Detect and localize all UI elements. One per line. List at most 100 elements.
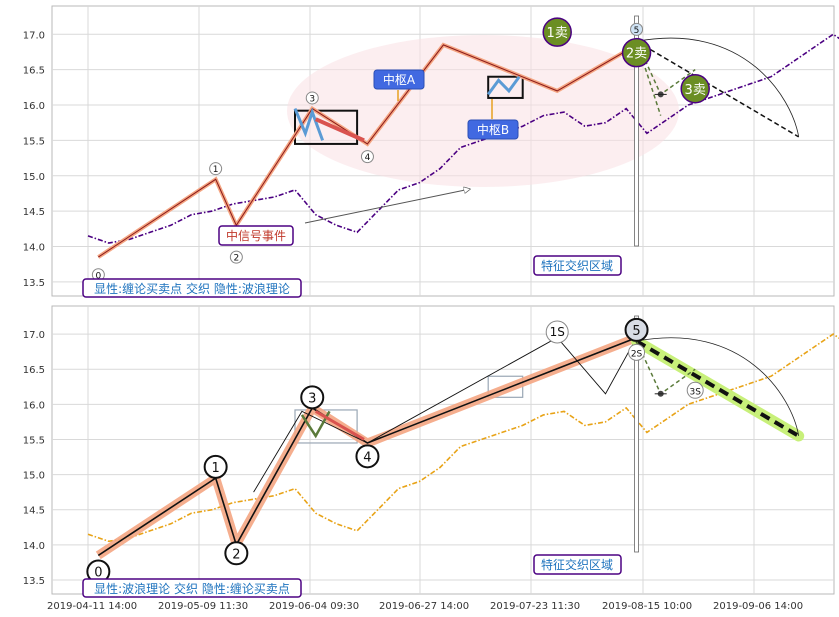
- y-tick-label: 13.5: [23, 576, 45, 587]
- bottom-panel-content: 0 1 2 3 4 5 1S 2S 3S: [86, 315, 839, 584]
- pivot-stroke: [314, 410, 365, 441]
- retrace-line-2: [635, 41, 662, 116]
- x-tick-label: 2019-04-11 14:00: [47, 601, 137, 612]
- y-tick-label: 15.5: [23, 136, 45, 147]
- wave-label-text: 1: [212, 461, 220, 476]
- y-tick-label: 15.5: [23, 435, 45, 446]
- top-caption-box: 显性:缠论买卖点 交织 隐性:波浪理论: [82, 278, 302, 298]
- x-tick-label: 2019-08-15 10:00: [602, 601, 692, 612]
- y-tick-label: 16.5: [23, 66, 45, 77]
- sell-point-circle: [545, 320, 569, 344]
- sell-point-circle: [686, 381, 704, 399]
- bottom-panel-frame: [51, 305, 835, 595]
- pivot-a-stroke: [314, 117, 365, 143]
- feature-zone-marker: [634, 315, 639, 553]
- sell-point-3卖: 3卖: [680, 74, 710, 104]
- x-axis-ticks: 2019-04-11 14:00 2019-05-09 11:30 2019-06-…: [47, 601, 803, 612]
- bottom-caption: 显性:波浪理论 交织 隐性:缠论买卖点: [94, 581, 290, 596]
- forecast-glow: [631, 335, 805, 442]
- y-tick-label: 16.0: [23, 400, 45, 411]
- x-tick-label: 2019-09-06 14:00: [713, 601, 803, 612]
- top-panel-content: 0 1 2 3 4 5 1卖 2卖 3卖: [87, 15, 839, 282]
- wave-label-text: 0: [95, 271, 101, 281]
- y-tick-label: 13.5: [23, 278, 45, 289]
- y-tick-label: 14.5: [23, 506, 45, 517]
- signal-event-label: 中信号事件: [226, 228, 286, 243]
- wave-label-3: 3: [300, 385, 325, 410]
- sell-point-text: 2S: [631, 349, 643, 359]
- top-panel: 13.5 14.0 14.5 15.0 15.5 16.0 16.5 17.0 0 1 2 3 4 5 1…: [23, 5, 839, 297]
- wave-label-circle: [624, 317, 649, 342]
- y-tick-label: 16.0: [23, 101, 45, 112]
- wave-label-1: 1: [209, 162, 223, 176]
- wave-label-circle: [305, 91, 319, 105]
- signal-event-label-box: 中信号事件: [218, 225, 294, 246]
- wave-label-text: 2: [233, 254, 239, 264]
- y-tick-label: 17.0: [23, 30, 45, 41]
- pivot-a-box: [294, 409, 358, 444]
- wave-label-text: 5: [632, 324, 640, 339]
- bottom-panel-grid: [52, 306, 834, 594]
- pivot-zigzag: [300, 410, 331, 439]
- y-tick-label: 14.5: [23, 207, 45, 218]
- forecast-line: [636, 40, 800, 138]
- top-feature-zone-label: 特征交织区域: [541, 258, 613, 273]
- y-tick-label: 16.5: [23, 365, 45, 376]
- x-tick-label: 2019-06-04 09:30: [269, 601, 359, 612]
- wave-label-circle: [360, 150, 374, 164]
- wave-label-text: 1: [213, 165, 219, 175]
- sell-point-circle: [628, 343, 646, 361]
- wave-label-4: 4: [355, 444, 380, 469]
- wave-label-text: 3: [309, 94, 315, 104]
- wave-label-text: 4: [363, 450, 371, 465]
- sell-point-text: 1S: [550, 325, 565, 339]
- wave-label-5: 5: [630, 22, 644, 36]
- x-tick-label: 2019-07-23 11:30: [490, 601, 580, 612]
- y-tick-label: 15.0: [23, 172, 45, 183]
- top-panel-grid: [52, 6, 834, 296]
- bottom-panel: 13.5 14.0 14.5 15.0 15.5 16.0 16.5 17.0 0 1 2 3 4 5 1…: [23, 305, 839, 595]
- sell-point-circle: [621, 37, 652, 68]
- sell-point-1S: 1S: [545, 320, 569, 344]
- sell-point-text: 3卖: [685, 83, 706, 98]
- wave-label-2: 2: [224, 541, 249, 566]
- pivot-a-box: [294, 109, 359, 145]
- sell-point-3S: 3S: [686, 381, 704, 399]
- x-tick-label: 2019-06-27 14:00: [379, 601, 469, 612]
- wave-label-circle: [300, 385, 325, 410]
- wave-label-circle: [209, 162, 223, 176]
- bi-line: [98, 44, 637, 258]
- wave-label-circle: [229, 250, 243, 264]
- wave-label-circle: [355, 444, 380, 469]
- sell-point-text: 2卖: [626, 47, 647, 62]
- y-tick-label: 14.0: [23, 541, 45, 552]
- wave-label-1: 1: [203, 454, 228, 479]
- forecast-arc: [636, 37, 800, 137]
- x-tick-label: 2019-05-09 11:30: [158, 601, 248, 612]
- chan-line: [253, 337, 637, 493]
- sell-point-text: 3S: [689, 387, 701, 397]
- wave-label-text: 5: [634, 26, 640, 36]
- y-tick-label: 15.0: [23, 471, 45, 482]
- price-series-line: [87, 33, 839, 244]
- pivot-a-zigzag: [293, 107, 325, 141]
- sell-point-text: 1卖: [547, 26, 568, 41]
- bottom-panel-y-ticks: 13.5 14.0 14.5 15.0 15.5 16.0 16.5 17.0: [23, 330, 45, 587]
- bottom-feature-zone-label-box: 特征交织区域: [533, 554, 622, 575]
- signal-event-arrow: [304, 189, 470, 224]
- wave-line: [97, 336, 637, 557]
- bottom-feature-zone-label: 特征交织区域: [541, 557, 613, 572]
- pivot-a-label: 中枢A: [383, 72, 416, 87]
- sell-point-1卖: 1卖: [542, 17, 572, 47]
- wave-label-text: 3: [308, 391, 316, 406]
- wave-label-circle: [630, 22, 644, 36]
- pivot-b-label: 中枢B: [477, 122, 509, 137]
- y-tick-label: 14.0: [23, 242, 45, 253]
- wave-label-4: 4: [360, 150, 374, 164]
- wave-label-2: 2: [229, 250, 243, 264]
- price-series-line: [87, 333, 839, 543]
- bottom-caption-box: 显性:波浪理论 交织 隐性:缠论买卖点: [82, 578, 302, 598]
- sell-point-2卖: 2卖: [621, 37, 652, 68]
- pivot-b-zigzag: [486, 75, 521, 96]
